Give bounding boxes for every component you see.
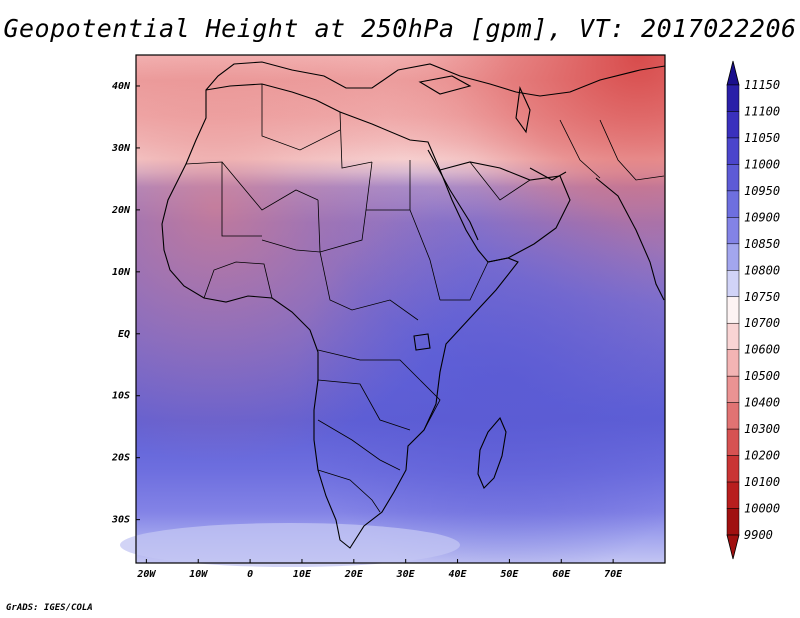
colorbar-swatch	[726, 137, 740, 165]
x-tick-label: 30E	[396, 569, 416, 580]
colorbar-level-label: 9900	[744, 528, 773, 542]
colorbar-bottom-arrow	[726, 534, 740, 560]
colorbar-swatch	[726, 508, 740, 536]
map-plot-area	[120, 55, 665, 567]
colorbar-level-label: 10200	[744, 449, 780, 463]
colorbar-swatch	[726, 217, 740, 245]
x-tick-label: 70E	[604, 569, 623, 580]
y-tick-label: 30N	[111, 143, 131, 154]
colorbar-level-label: 10100	[744, 475, 780, 489]
colorbar-swatch	[726, 375, 740, 403]
colorbar-swatch	[726, 349, 740, 377]
coastlines	[161, 61, 666, 549]
x-tick-label: 0	[247, 569, 253, 580]
arabia-outline	[439, 161, 571, 263]
colorbar-level-label: 10400	[744, 396, 780, 410]
colorbar-swatch	[726, 455, 740, 483]
colorbar-swatch	[726, 111, 740, 139]
x-tick-label: 20W	[136, 569, 156, 580]
colorbar-level-label: 11150	[744, 78, 780, 92]
y-tick-label: 20N	[111, 205, 131, 216]
map-title: Geopotential Height at 250hPa [gpm], VT:…	[3, 14, 797, 43]
madagascar-outline	[477, 416, 507, 489]
country-borders	[185, 84, 665, 513]
y-tick-label: 10N	[112, 267, 131, 278]
x-tick-label: 10W	[189, 569, 208, 580]
y-tick-label: EQ	[118, 329, 130, 340]
colorbar-swatch	[726, 164, 740, 192]
colorbar-level-label: 10600	[744, 343, 780, 357]
x-tick-label: 60E	[552, 569, 571, 580]
colorbar-level-label: 11100	[744, 104, 780, 118]
y-tick-label: 20S	[111, 453, 130, 464]
x-tick-label: 50E	[500, 569, 519, 580]
colorbar-swatch	[726, 243, 740, 271]
colorbar-swatch	[726, 190, 740, 218]
persian-gulf-outline	[529, 167, 567, 181]
caspian-outline	[515, 86, 531, 134]
y-tick-label: 10S	[112, 391, 130, 402]
india-outline	[595, 177, 665, 301]
colorbar-swatch	[726, 296, 740, 324]
colorbar-top-arrow	[726, 60, 740, 86]
colorbar-swatch	[726, 270, 740, 298]
colorbar-swatch	[726, 428, 740, 456]
y-tick-label: 30S	[111, 515, 130, 526]
x-axis-ticks: 20W 10W 0 10E 20E 30E 40E 50E 60E 70E	[136, 559, 623, 580]
colorbar-swatch	[726, 481, 740, 509]
colorbar-level-label: 10700	[744, 316, 780, 330]
x-tick-label: 40E	[449, 569, 468, 580]
plot-frame	[135, 54, 666, 564]
europe-outline	[205, 61, 666, 97]
red-sea-outline	[427, 149, 479, 241]
colorbar-swatch	[726, 322, 740, 350]
colorbar-level-label: 11000	[744, 157, 780, 171]
y-axis-ticks: 40N 30N 20N 10N EQ 10S 20S 30S	[111, 81, 140, 526]
colorbar-level-label: 10000	[744, 502, 780, 516]
colorbar-level-label: 10950	[744, 184, 780, 198]
colorbar-swatch	[726, 402, 740, 430]
x-tick-label: 20E	[344, 569, 364, 580]
colorbar-level-label: 10750	[744, 290, 780, 304]
y-tick-label: 40N	[112, 81, 131, 92]
africa-outline	[161, 83, 519, 549]
colorbar-swatch	[726, 84, 740, 112]
colorbar-level-label: 10850	[744, 237, 780, 251]
black-sea-outline	[418, 75, 472, 95]
colorbar-level-label: 10900	[744, 210, 780, 224]
colorbar-level-label: 11050	[744, 131, 780, 145]
grads-credit: GrADS: IGES/COLA	[6, 603, 93, 613]
colorbar-level-label: 10800	[744, 263, 780, 277]
lake-victoria-outline	[413, 333, 431, 351]
colorbar: 11150 11100 11050 11000 10950 10900 10850 10800…	[726, 60, 780, 560]
colorbar-level-label: 10500	[744, 369, 780, 383]
southern-trough	[120, 523, 460, 567]
x-tick-label: 10E	[293, 569, 312, 580]
colorbar-level-label: 10300	[744, 422, 780, 436]
